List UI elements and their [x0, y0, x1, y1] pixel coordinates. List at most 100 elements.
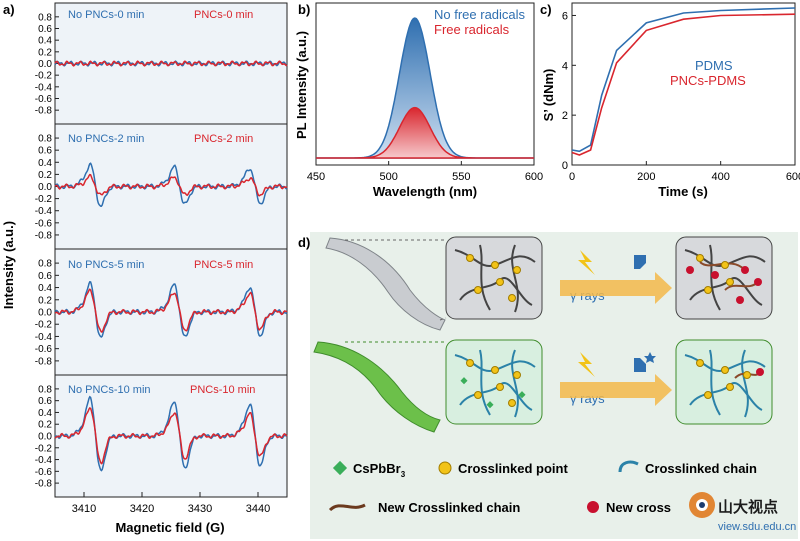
- ytick-label-a: -0.2: [35, 443, 53, 454]
- panel-a-xlabel: Magnetic field (G): [115, 520, 224, 535]
- xtick-label-c: 200: [637, 171, 655, 183]
- legend-red-3: PNCs-5 min: [194, 259, 253, 271]
- ytick-label-a: 0.4: [38, 408, 52, 419]
- panel-a-subplots: [54, 2, 288, 498]
- xtick-label-b: 550: [452, 171, 470, 183]
- epr-curve-red: [54, 60, 288, 67]
- legend-blue-2: No PNCs-2 min: [68, 133, 144, 145]
- ytick-label-a: -0.8: [35, 106, 53, 117]
- subplot-frame-3: [54, 248, 288, 376]
- ytick-label-a: -0.4: [35, 82, 53, 93]
- epr-curve-blue: [54, 60, 288, 67]
- panel-c-xticks: 0 200 400 600: [569, 161, 800, 183]
- ytick-label-a: 0.8: [38, 384, 52, 395]
- watermark-url: view.sdu.edu.cn: [718, 521, 796, 533]
- ytick-label-a: -0.8: [35, 479, 53, 490]
- ytick-label-a: 0.4: [38, 283, 52, 294]
- xtick-label-c: 600: [786, 171, 800, 183]
- legend-new-crosslinked-point: New cross: [606, 500, 671, 515]
- arrow-bottom: [560, 374, 672, 406]
- cspbbr3-crystals-in-box: [460, 377, 526, 409]
- epr-curve-red: [54, 173, 288, 197]
- ytick-label-a: -0.8: [35, 230, 53, 241]
- ytick-label-a: 0.0: [38, 59, 52, 70]
- panel-c-ylabel: S’ (dNm): [541, 69, 556, 122]
- pncs-pdms-strip: [313, 341, 441, 433]
- xtick-label-c: 0: [569, 171, 575, 183]
- panel-c-label: c): [540, 2, 552, 17]
- xtick-label-c: 400: [711, 171, 729, 183]
- panel-a-curves: [54, 60, 288, 472]
- ytick-label-c: 6: [562, 10, 568, 22]
- ytick-label-a: 0.2: [38, 170, 52, 181]
- ytick-label-a: -0.6: [35, 344, 53, 355]
- crosslink-points-pncs: [466, 359, 521, 407]
- legend-blue-1: No PNCs-0 min: [68, 9, 144, 21]
- xtick-label-a: 3420: [130, 503, 154, 515]
- xtick-label-b: 450: [307, 171, 325, 183]
- legend-cspbbr3: CsPbBr3: [353, 461, 406, 479]
- ytick-label-a: 0.0: [38, 432, 52, 443]
- crosslink-points-pdms: [466, 254, 521, 302]
- panel-b-xticks: 450 500 550 600: [307, 161, 543, 183]
- ytick-label-a: -0.6: [35, 467, 53, 478]
- arrow-top: [560, 272, 672, 304]
- ytick-label-a: 0.0: [38, 182, 52, 193]
- new-crosslink-point-pncs: [756, 368, 764, 376]
- ytick-label-a: 0.4: [38, 158, 52, 169]
- legend-new-crosslinked-chain-icon: [328, 503, 366, 512]
- legend-red-4: PNCs-10 min: [190, 384, 255, 396]
- thumbs-down-icon: [634, 255, 646, 269]
- panel-c-legend-red: PNCs-PDMS: [670, 73, 746, 88]
- ytick-label-a: -0.2: [35, 71, 53, 82]
- ytick-label-c: 4: [562, 60, 568, 72]
- panel-b-label: b): [298, 2, 310, 17]
- epr-curve-blue: [54, 162, 288, 207]
- pdms-strip: [325, 237, 446, 331]
- panel-b-xlabel: Wavelength (nm): [373, 184, 477, 199]
- ytick-label-a: 0.6: [38, 396, 52, 407]
- new-crosslink-points-pdms: [686, 266, 762, 304]
- ytick-label-a: 0.2: [38, 420, 52, 431]
- panel-d-label: d): [298, 235, 310, 250]
- zoom-line-top-b: [439, 317, 447, 321]
- ytick-label-a: -0.4: [35, 455, 53, 466]
- epr-curve-blue: [54, 280, 288, 338]
- lightning-icon-bottom: [578, 352, 595, 377]
- ytick-label-a: 0.6: [38, 146, 52, 157]
- epr-curve-red: [55, 288, 288, 333]
- ytick-label-a: -0.4: [35, 332, 53, 343]
- epr-curve-red: [54, 407, 288, 465]
- xtick-label-a: 3440: [246, 503, 270, 515]
- subplot-frame-2: [54, 123, 288, 250]
- ytick-label-a: -0.6: [35, 218, 53, 229]
- ytick-label-a: -0.6: [35, 94, 53, 105]
- xtick-label-b: 500: [379, 171, 397, 183]
- ytick-label-a: 0.2: [38, 47, 52, 58]
- panel-b-ylabel: PL Intensity (a.u.): [294, 31, 309, 139]
- ytick-label-a: 0.8: [38, 12, 52, 23]
- crosslink-points-pncs-irradiated: [696, 359, 751, 399]
- panel-c-xlabel: Time (s): [658, 184, 708, 199]
- ytick-label-c: 0: [562, 160, 568, 172]
- ytick-label-a: 0.8: [38, 259, 52, 270]
- network-box-pdms: [445, 236, 543, 320]
- ytick-label-a: 0.0: [38, 308, 52, 319]
- ytick-label-a: -0.4: [35, 206, 53, 217]
- xtick-label-a: 3430: [188, 503, 212, 515]
- pl-curve-free-radicals: [316, 106, 534, 159]
- ytick-label-a: 0.8: [38, 134, 52, 145]
- legend-new-crosslinked-chain: New Crosslinked chain: [378, 500, 520, 515]
- xtick-label-a: 3410: [72, 503, 96, 515]
- epr-curve-blue: [54, 395, 288, 472]
- ytick-label-c: 2: [562, 110, 568, 122]
- legend-crosslinked-chain-icon: [618, 460, 639, 473]
- legend-new-crosslinked-point-icon: [587, 501, 599, 513]
- legend-crosslinked-point-icon: [438, 461, 452, 475]
- panel-a-ylabel: Intensity (a.u.): [1, 221, 16, 309]
- watermark-text: 山大视点: [718, 498, 778, 516]
- curve-pncs-pdms: [571, 13, 796, 156]
- thumbs-up-icon: [634, 358, 646, 372]
- ytick-label-a: -0.2: [35, 320, 53, 331]
